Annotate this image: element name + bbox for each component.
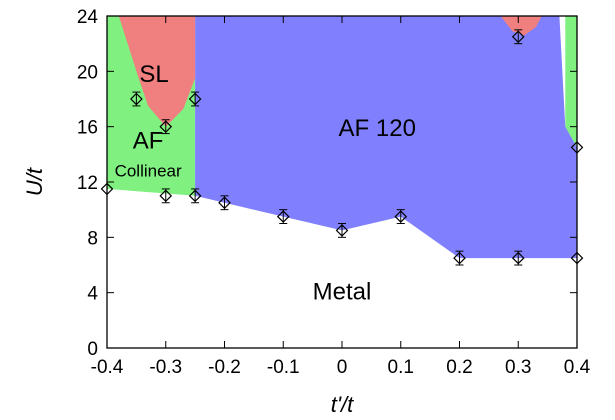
y-axis-ticks: 0 4 8 12 16 20 24	[77, 7, 577, 360]
x-axis-title: t'/t	[331, 392, 354, 417]
diamond-marker	[159, 189, 173, 203]
boundary-point	[511, 250, 525, 266]
x-tick-label: 0.2	[446, 357, 472, 378]
x-tick-label: 0.4	[564, 357, 591, 378]
boundary-point	[276, 209, 290, 224]
boundary-point	[159, 188, 173, 204]
x-tick-label: -0.4	[91, 357, 124, 378]
y-tick-label: 8	[87, 228, 98, 249]
y-tick-label: 20	[77, 62, 98, 83]
diamond-marker	[453, 251, 466, 265]
x-tick-label: -0.2	[208, 357, 241, 378]
boundary-point	[511, 29, 525, 45]
y-tick-label: 12	[77, 173, 98, 194]
region-label-af-collinear-0: AF	[133, 127, 164, 154]
diamond-marker	[159, 120, 173, 134]
boundary-point	[159, 119, 173, 135]
x-tick-label: 0.1	[388, 357, 414, 378]
region-labels: AF Collinear AF 120 SL Metal	[115, 61, 416, 305]
region-sl-3	[118, 16, 196, 127]
region-label-sl-0: SL	[139, 61, 168, 88]
diamond-marker	[218, 196, 231, 210]
region-af-120-2	[195, 16, 577, 259]
boundary-point	[335, 223, 349, 238]
boundary-point	[188, 91, 202, 107]
boundary-points	[100, 29, 584, 266]
boundary-point	[218, 195, 231, 211]
x-tick-label: 0	[337, 357, 348, 378]
y-tick-label: 16	[77, 118, 98, 139]
x-tick-label: -0.1	[267, 357, 300, 378]
x-tick-label: -0.3	[149, 357, 182, 378]
diamond-marker	[130, 92, 143, 106]
boundary-point	[130, 91, 143, 107]
x-axis-ticks: -0.4 -0.3 -0.2 -0.1 0 0.1 0.2 0.3 0.4	[91, 16, 591, 378]
region-label-af-collinear-1: Collinear	[115, 161, 182, 180]
y-tick-label: 4	[87, 284, 98, 305]
diamond-marker	[511, 30, 525, 44]
region-sl-4	[500, 16, 542, 36]
diamond-marker	[335, 224, 349, 237]
regions-layer	[107, 16, 577, 259]
diamond-marker	[188, 189, 202, 203]
x-tick-label: 0.3	[505, 357, 531, 378]
boundary-point	[394, 209, 408, 224]
y-tick-label: 24	[77, 7, 99, 28]
y-axis-title: U/t	[22, 167, 47, 196]
diamond-marker	[511, 251, 525, 265]
boundary-point	[188, 188, 202, 204]
y-tick-label: 0	[87, 339, 98, 360]
diamond-marker	[276, 210, 290, 223]
region-label-metal-0: Metal	[313, 278, 372, 305]
boundary-point	[453, 250, 466, 266]
diamond-marker	[188, 92, 202, 106]
diamond-marker	[394, 210, 408, 223]
region-af-collinear-1	[553, 16, 577, 148]
region-label-af-120-0: AF 120	[339, 115, 416, 142]
